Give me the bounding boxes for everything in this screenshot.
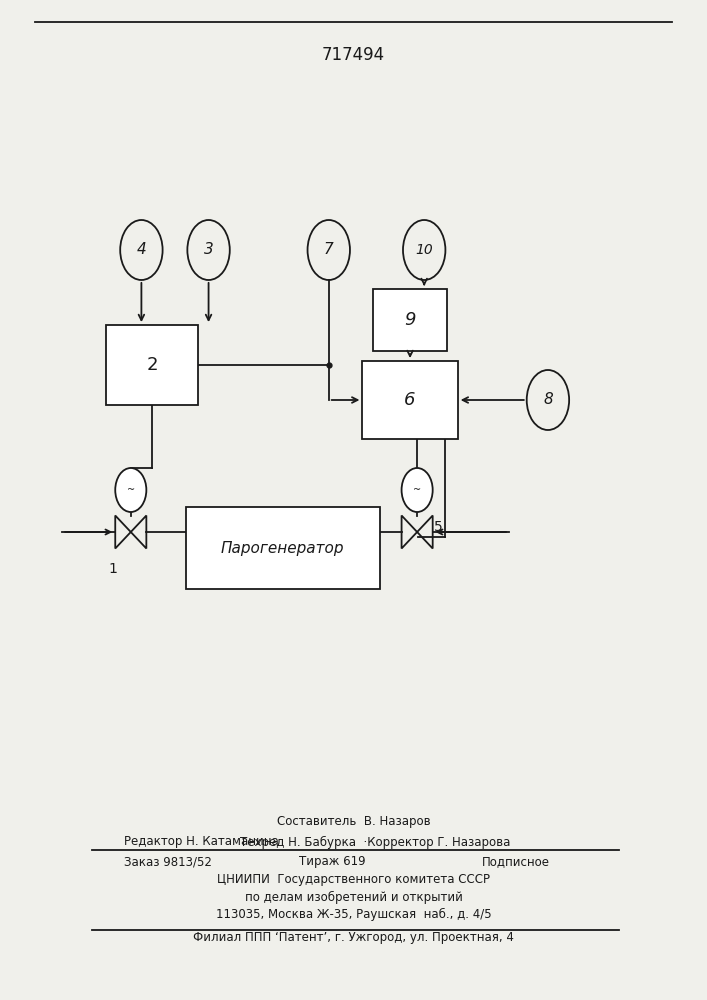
Text: ~: ~ <box>413 485 421 495</box>
Text: 6: 6 <box>404 391 416 409</box>
Text: по делам изобретений и открытий: по делам изобретений и открытий <box>245 890 462 904</box>
Text: Подписное: Подписное <box>482 856 550 868</box>
FancyBboxPatch shape <box>185 507 380 589</box>
Text: 4: 4 <box>136 242 146 257</box>
Text: Филиал ППП ‘Патент’, г. Ужгород, ул. Проектная, 4: Филиал ППП ‘Патент’, г. Ужгород, ул. Про… <box>193 932 514 944</box>
Text: Составитель  В. Назаров: Составитель В. Назаров <box>276 816 431 828</box>
Text: 5: 5 <box>434 520 443 534</box>
Text: 113035, Москва Ж-35, Раушская  наб., д. 4/5: 113035, Москва Ж-35, Раушская наб., д. 4… <box>216 907 491 921</box>
Text: 1: 1 <box>109 562 117 576</box>
Text: 717494: 717494 <box>322 46 385 64</box>
Text: 3: 3 <box>204 242 214 257</box>
Text: ~: ~ <box>127 485 135 495</box>
Text: Парогенератор: Парогенератор <box>221 540 344 556</box>
Text: 9: 9 <box>404 311 416 329</box>
Text: ЦНИИПИ  Государственного комитета СССР: ЦНИИПИ Государственного комитета СССР <box>217 874 490 886</box>
Text: 7: 7 <box>324 242 334 257</box>
Text: Заказ 9813/52: Заказ 9813/52 <box>124 856 211 868</box>
FancyBboxPatch shape <box>362 361 457 439</box>
FancyBboxPatch shape <box>373 289 447 351</box>
Text: 8: 8 <box>543 392 553 408</box>
Circle shape <box>402 468 433 512</box>
Text: 10: 10 <box>415 243 433 257</box>
Text: Техред Н. Бабурка  ·Корректор Г. Назарова: Техред Н. Бабурка ·Корректор Г. Назарова <box>240 835 510 849</box>
Text: Редактор Н. Катаманина: Редактор Н. Катаманина <box>124 836 279 848</box>
Text: 2: 2 <box>146 356 158 374</box>
Circle shape <box>115 468 146 512</box>
Text: Тираж 619: Тираж 619 <box>299 856 366 868</box>
FancyBboxPatch shape <box>106 325 198 405</box>
